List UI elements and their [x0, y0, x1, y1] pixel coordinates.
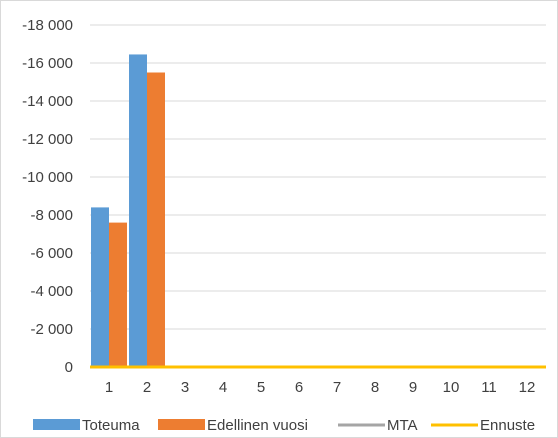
x-tick-label: 3 [181, 379, 189, 396]
x-tick-label: 7 [333, 379, 341, 396]
y-tick-label: 0 [65, 359, 73, 376]
y-tick-label: -2 000 [30, 321, 73, 338]
x-tick-label: 10 [443, 379, 460, 396]
bar-edellinen-vuosi [109, 222, 127, 367]
x-tick-label: 6 [295, 379, 303, 396]
y-tick-label: -16 000 [22, 55, 73, 72]
x-tick-label: 12 [519, 379, 536, 396]
legend-label: Ennuste [480, 417, 535, 434]
x-tick-label: 9 [409, 379, 417, 396]
legend-item: Toteuma [33, 417, 140, 434]
legend-item: MTA [338, 417, 418, 434]
y-axis-tick-labels: 0 -2 000 -4 000 -6 000 -8 000 -10 000 -12 000 -… [22, 17, 73, 376]
y-tick-label: -10 000 [22, 169, 73, 186]
x-tick-label: 2 [143, 379, 151, 396]
y-tick-label: -18 000 [22, 17, 73, 34]
legend-label: Edellinen vuosi [207, 417, 308, 434]
x-axis-tick-labels: 1 2 3 4 5 6 7 8 9 10 11 12 [105, 379, 536, 396]
bar-edellinen-vuosi [147, 72, 165, 367]
bars [91, 54, 165, 367]
y-tick-label: -6 000 [30, 245, 73, 262]
legend-label: Toteuma [82, 417, 140, 434]
legend: Toteuma Edellinen vuosi MTA Ennuste [33, 417, 535, 434]
y-tick-label: -14 000 [22, 93, 73, 110]
legend-item: Edellinen vuosi [158, 417, 308, 434]
legend-label: MTA [387, 417, 418, 434]
x-tick-label: 11 [481, 379, 497, 396]
legend-swatch [158, 419, 205, 430]
x-tick-label: 5 [257, 379, 265, 396]
x-tick-label: 4 [219, 379, 227, 396]
y-tick-label: -8 000 [30, 207, 73, 224]
legend-swatch [33, 419, 80, 430]
y-tick-label: -12 000 [22, 131, 73, 148]
y-tick-label: -4 000 [30, 283, 73, 300]
x-tick-label: 1 [105, 379, 113, 396]
x-tick-label: 8 [371, 379, 379, 396]
bar-toteuma [129, 54, 147, 367]
bar-toteuma [91, 207, 109, 367]
legend-item: Ennuste [431, 417, 535, 434]
grid-lines [90, 24, 546, 368]
